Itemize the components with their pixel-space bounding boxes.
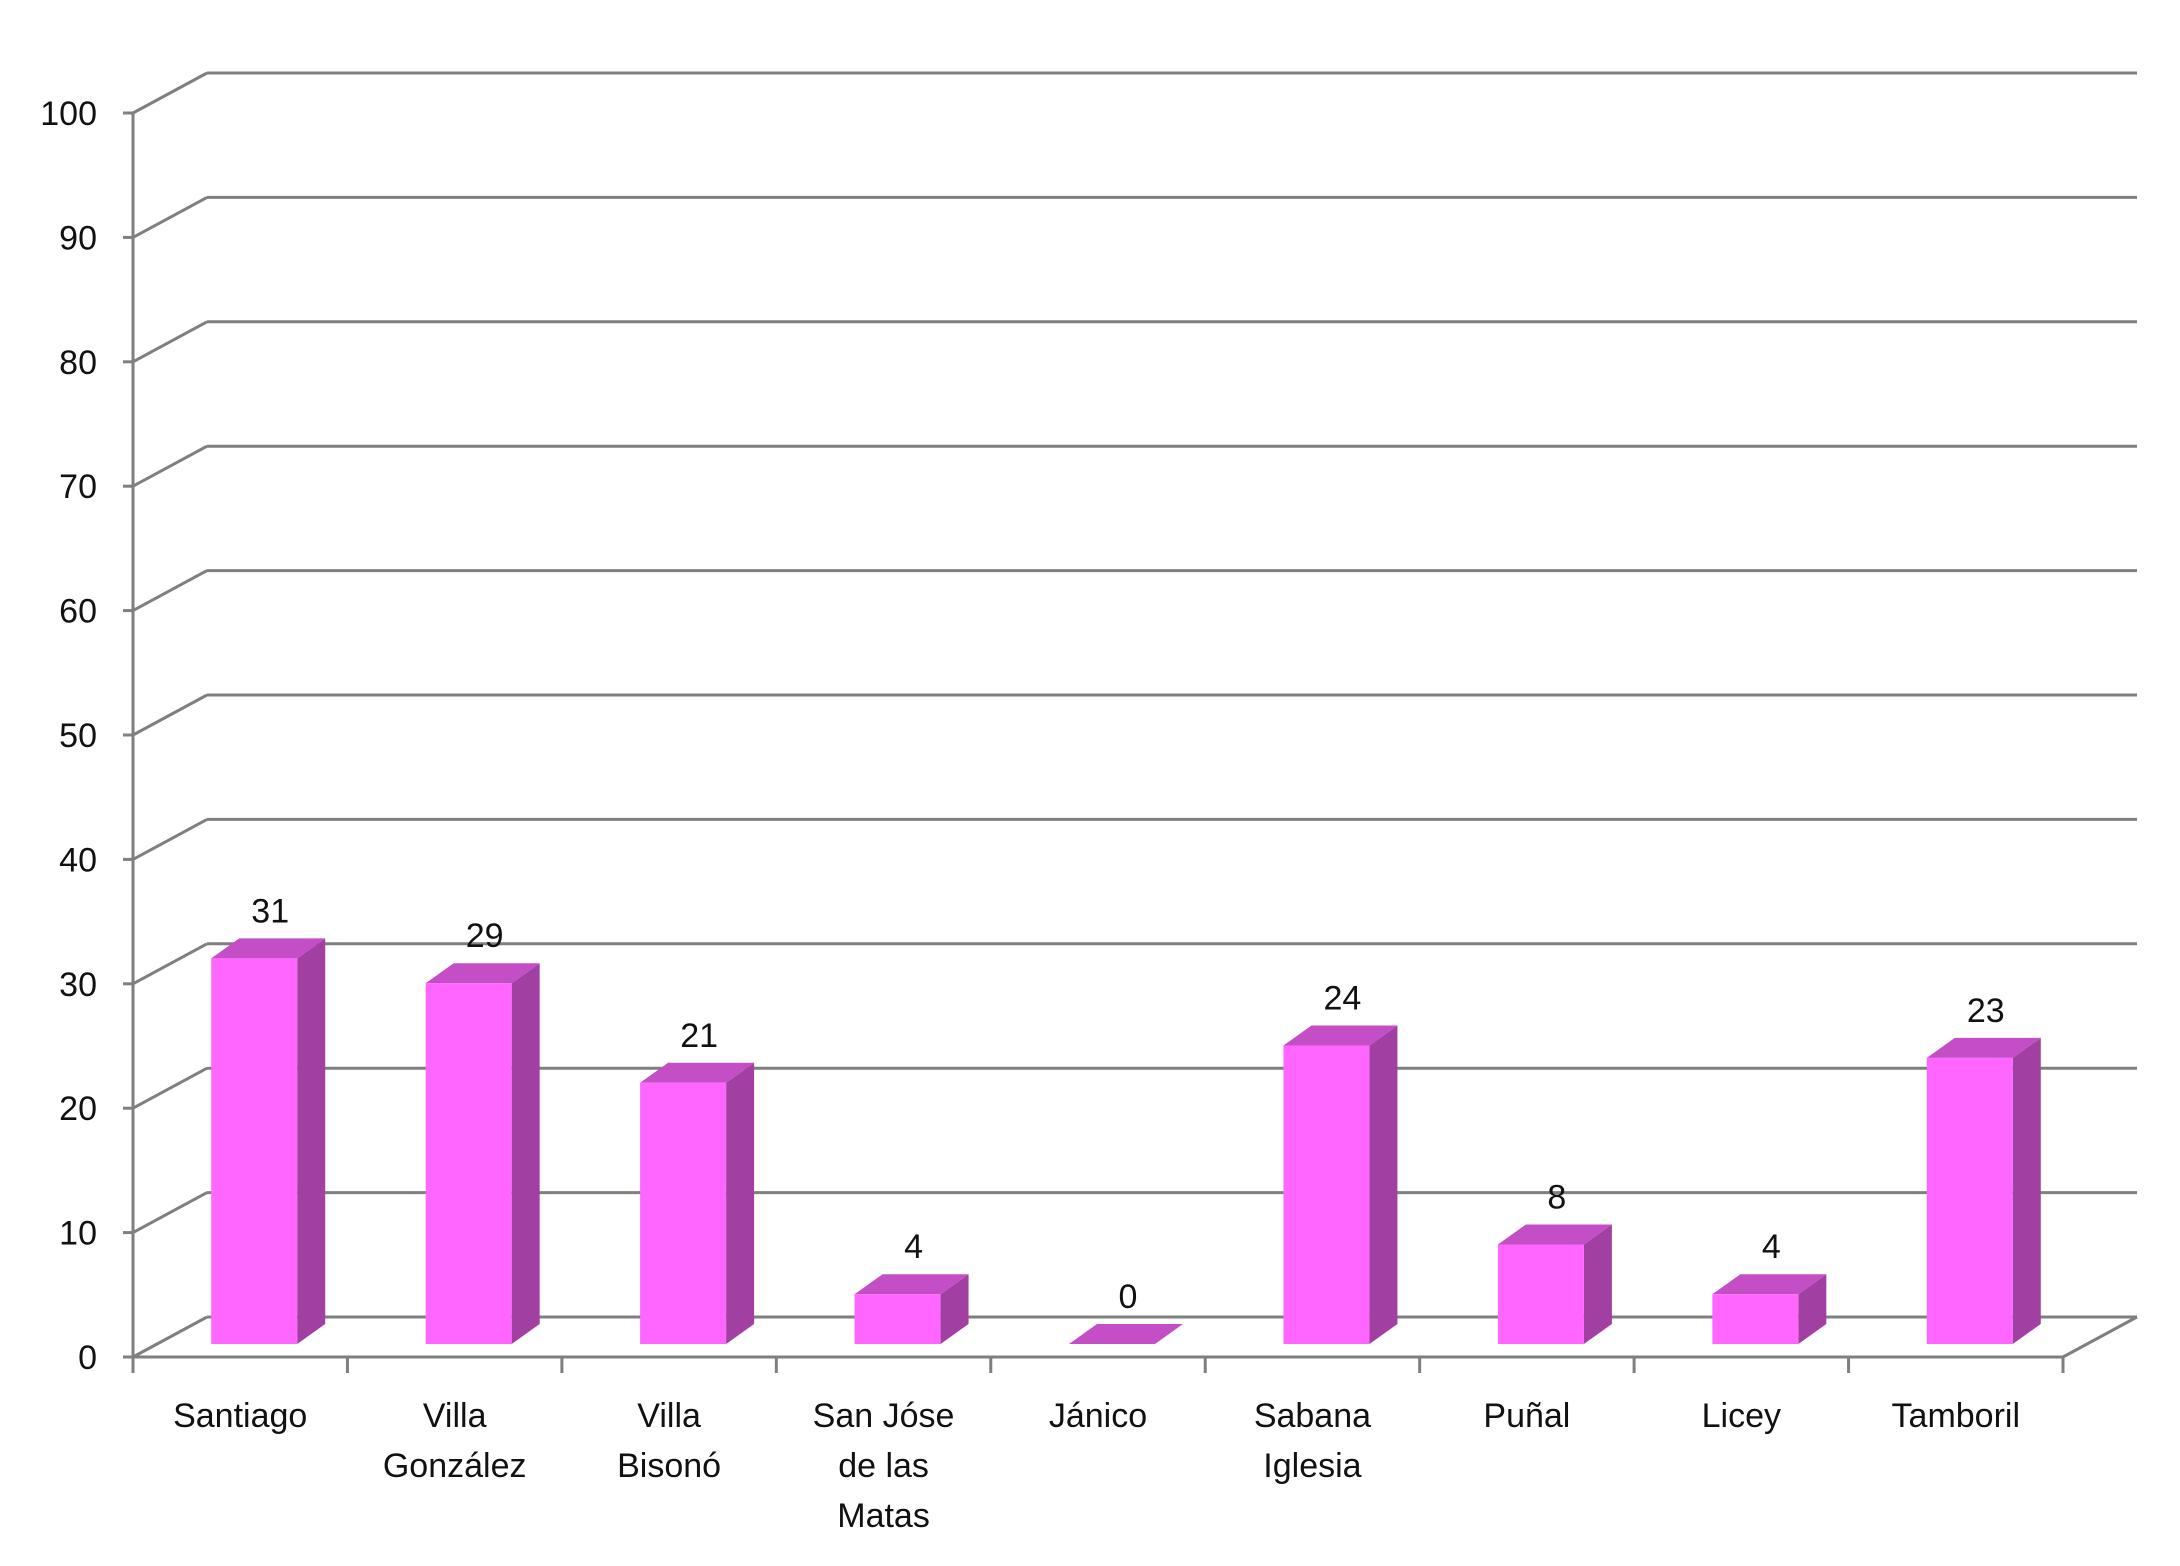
- x-tick-label: Licey: [1702, 1397, 1781, 1435]
- x-tick-label: Tamboril: [1892, 1397, 2020, 1435]
- bar-front: [1283, 1045, 1370, 1344]
- x-tick-label-line: Iglesia: [1263, 1447, 1361, 1485]
- y-tick-label: 60: [59, 593, 97, 631]
- bar-side: [1369, 1025, 1398, 1344]
- bar-top: [1283, 1025, 1398, 1046]
- bar-front: [1926, 1057, 2013, 1344]
- gridline-diagonal: [132, 818, 208, 861]
- bar-side: [1583, 1224, 1612, 1344]
- bar: [1283, 1025, 1398, 1344]
- bar: [854, 1274, 969, 1344]
- x-tick-label: San Jóse de las Matas: [813, 1397, 955, 1535]
- bar-side: [2012, 1037, 2041, 1344]
- x-tick-label: Puñal: [1483, 1397, 1570, 1435]
- x-tick-label: Villa González: [383, 1397, 527, 1485]
- bar: [1926, 1037, 2041, 1344]
- bar-front: [211, 958, 298, 1344]
- y-tick-label: 40: [59, 841, 97, 879]
- bar: [640, 1062, 755, 1344]
- bar-front: [1712, 1294, 1799, 1344]
- data-label: 8: [1547, 1178, 1566, 1216]
- y-tick-label: 20: [59, 1090, 97, 1128]
- bar-side: [511, 963, 540, 1344]
- data-label: 4: [1762, 1228, 1781, 1266]
- bar-side: [297, 938, 326, 1344]
- bar-top: [425, 963, 540, 984]
- x-tick-label: Santiago: [173, 1397, 307, 1435]
- bar-top: [640, 1062, 755, 1083]
- floor-right-edge: [2062, 1315, 2138, 1359]
- bar-front: [854, 1294, 941, 1344]
- bar-front: [425, 983, 512, 1344]
- gridline-diagonal: [132, 942, 208, 986]
- x-tick-label-line: Licey: [1702, 1397, 1781, 1435]
- x-tick-label-line: Sabana: [1254, 1397, 1371, 1435]
- y-tick-label: 70: [59, 468, 97, 506]
- gridline-diagonal: [132, 71, 208, 115]
- bar-side: [726, 1062, 755, 1344]
- y-tick-label: 0: [78, 1339, 97, 1377]
- data-label: 4: [904, 1228, 923, 1266]
- data-label: 21: [680, 1017, 718, 1055]
- bar-top: [1926, 1037, 2041, 1058]
- bar-side: [1798, 1274, 1827, 1344]
- bar: [425, 963, 540, 1344]
- x-tick-label-line: Santiago: [173, 1397, 307, 1435]
- bar-top: [1497, 1224, 1612, 1245]
- data-label: 23: [1967, 992, 2005, 1030]
- bar-front: [640, 1082, 727, 1344]
- gridline-diagonal: [132, 1066, 208, 1110]
- floor-left-edge: [132, 1315, 208, 1359]
- bar: [1497, 1224, 1612, 1344]
- gridline-diagonal: [132, 693, 208, 737]
- bar-top: [1069, 1324, 1183, 1344]
- gridlines: [132, 71, 2138, 1359]
- x-tick-label-line: Jánico: [1049, 1397, 1147, 1435]
- bar-top: [211, 938, 326, 959]
- data-label: 29: [466, 917, 504, 955]
- bar-front: [1497, 1244, 1584, 1344]
- x-tick-label-line: Villa: [423, 1397, 487, 1435]
- bar: [1712, 1274, 1827, 1344]
- y-tick-label: 80: [59, 344, 97, 382]
- data-label: 0: [1119, 1278, 1138, 1316]
- y-tick-label: 10: [59, 1215, 97, 1253]
- x-tick-label-line: Villa: [637, 1397, 701, 1435]
- x-tick-label-line: Bisonó: [617, 1447, 721, 1485]
- x-tick-label: Jánico: [1049, 1397, 1147, 1435]
- bar-side: [940, 1274, 969, 1344]
- axes: [123, 111, 2065, 1373]
- bars: [211, 938, 2041, 1344]
- y-tick-label: 30: [59, 966, 97, 1004]
- x-tick-label-line: Tamboril: [1892, 1397, 2020, 1435]
- x-tick-label-line: Matas: [837, 1497, 930, 1535]
- bar: [1069, 1324, 1183, 1344]
- x-tick-label-line: de las: [838, 1447, 929, 1485]
- gridline-diagonal: [132, 196, 208, 239]
- x-tick-label-line: Puñal: [1483, 1397, 1570, 1435]
- y-tick-label: 50: [59, 717, 97, 755]
- x-tick-label-line: San Jóse: [813, 1397, 955, 1435]
- data-label: 31: [251, 892, 289, 930]
- x-tick-label: Sabana Iglesia: [1254, 1397, 1371, 1485]
- x-tick-label-line: González: [383, 1447, 527, 1485]
- bar-top: [1712, 1274, 1827, 1295]
- gridline-diagonal: [132, 569, 208, 612]
- gridline-diagonal: [132, 1191, 208, 1234]
- gridline-diagonal: [132, 444, 208, 488]
- data-label: 24: [1324, 979, 1362, 1017]
- bar: [211, 938, 326, 1344]
- y-tick-label: 100: [40, 95, 97, 133]
- gridline-diagonal: [132, 320, 208, 364]
- x-tick-label: Villa Bisonó: [617, 1397, 721, 1485]
- y-tick-label: 90: [59, 219, 97, 257]
- bar-top: [854, 1274, 969, 1295]
